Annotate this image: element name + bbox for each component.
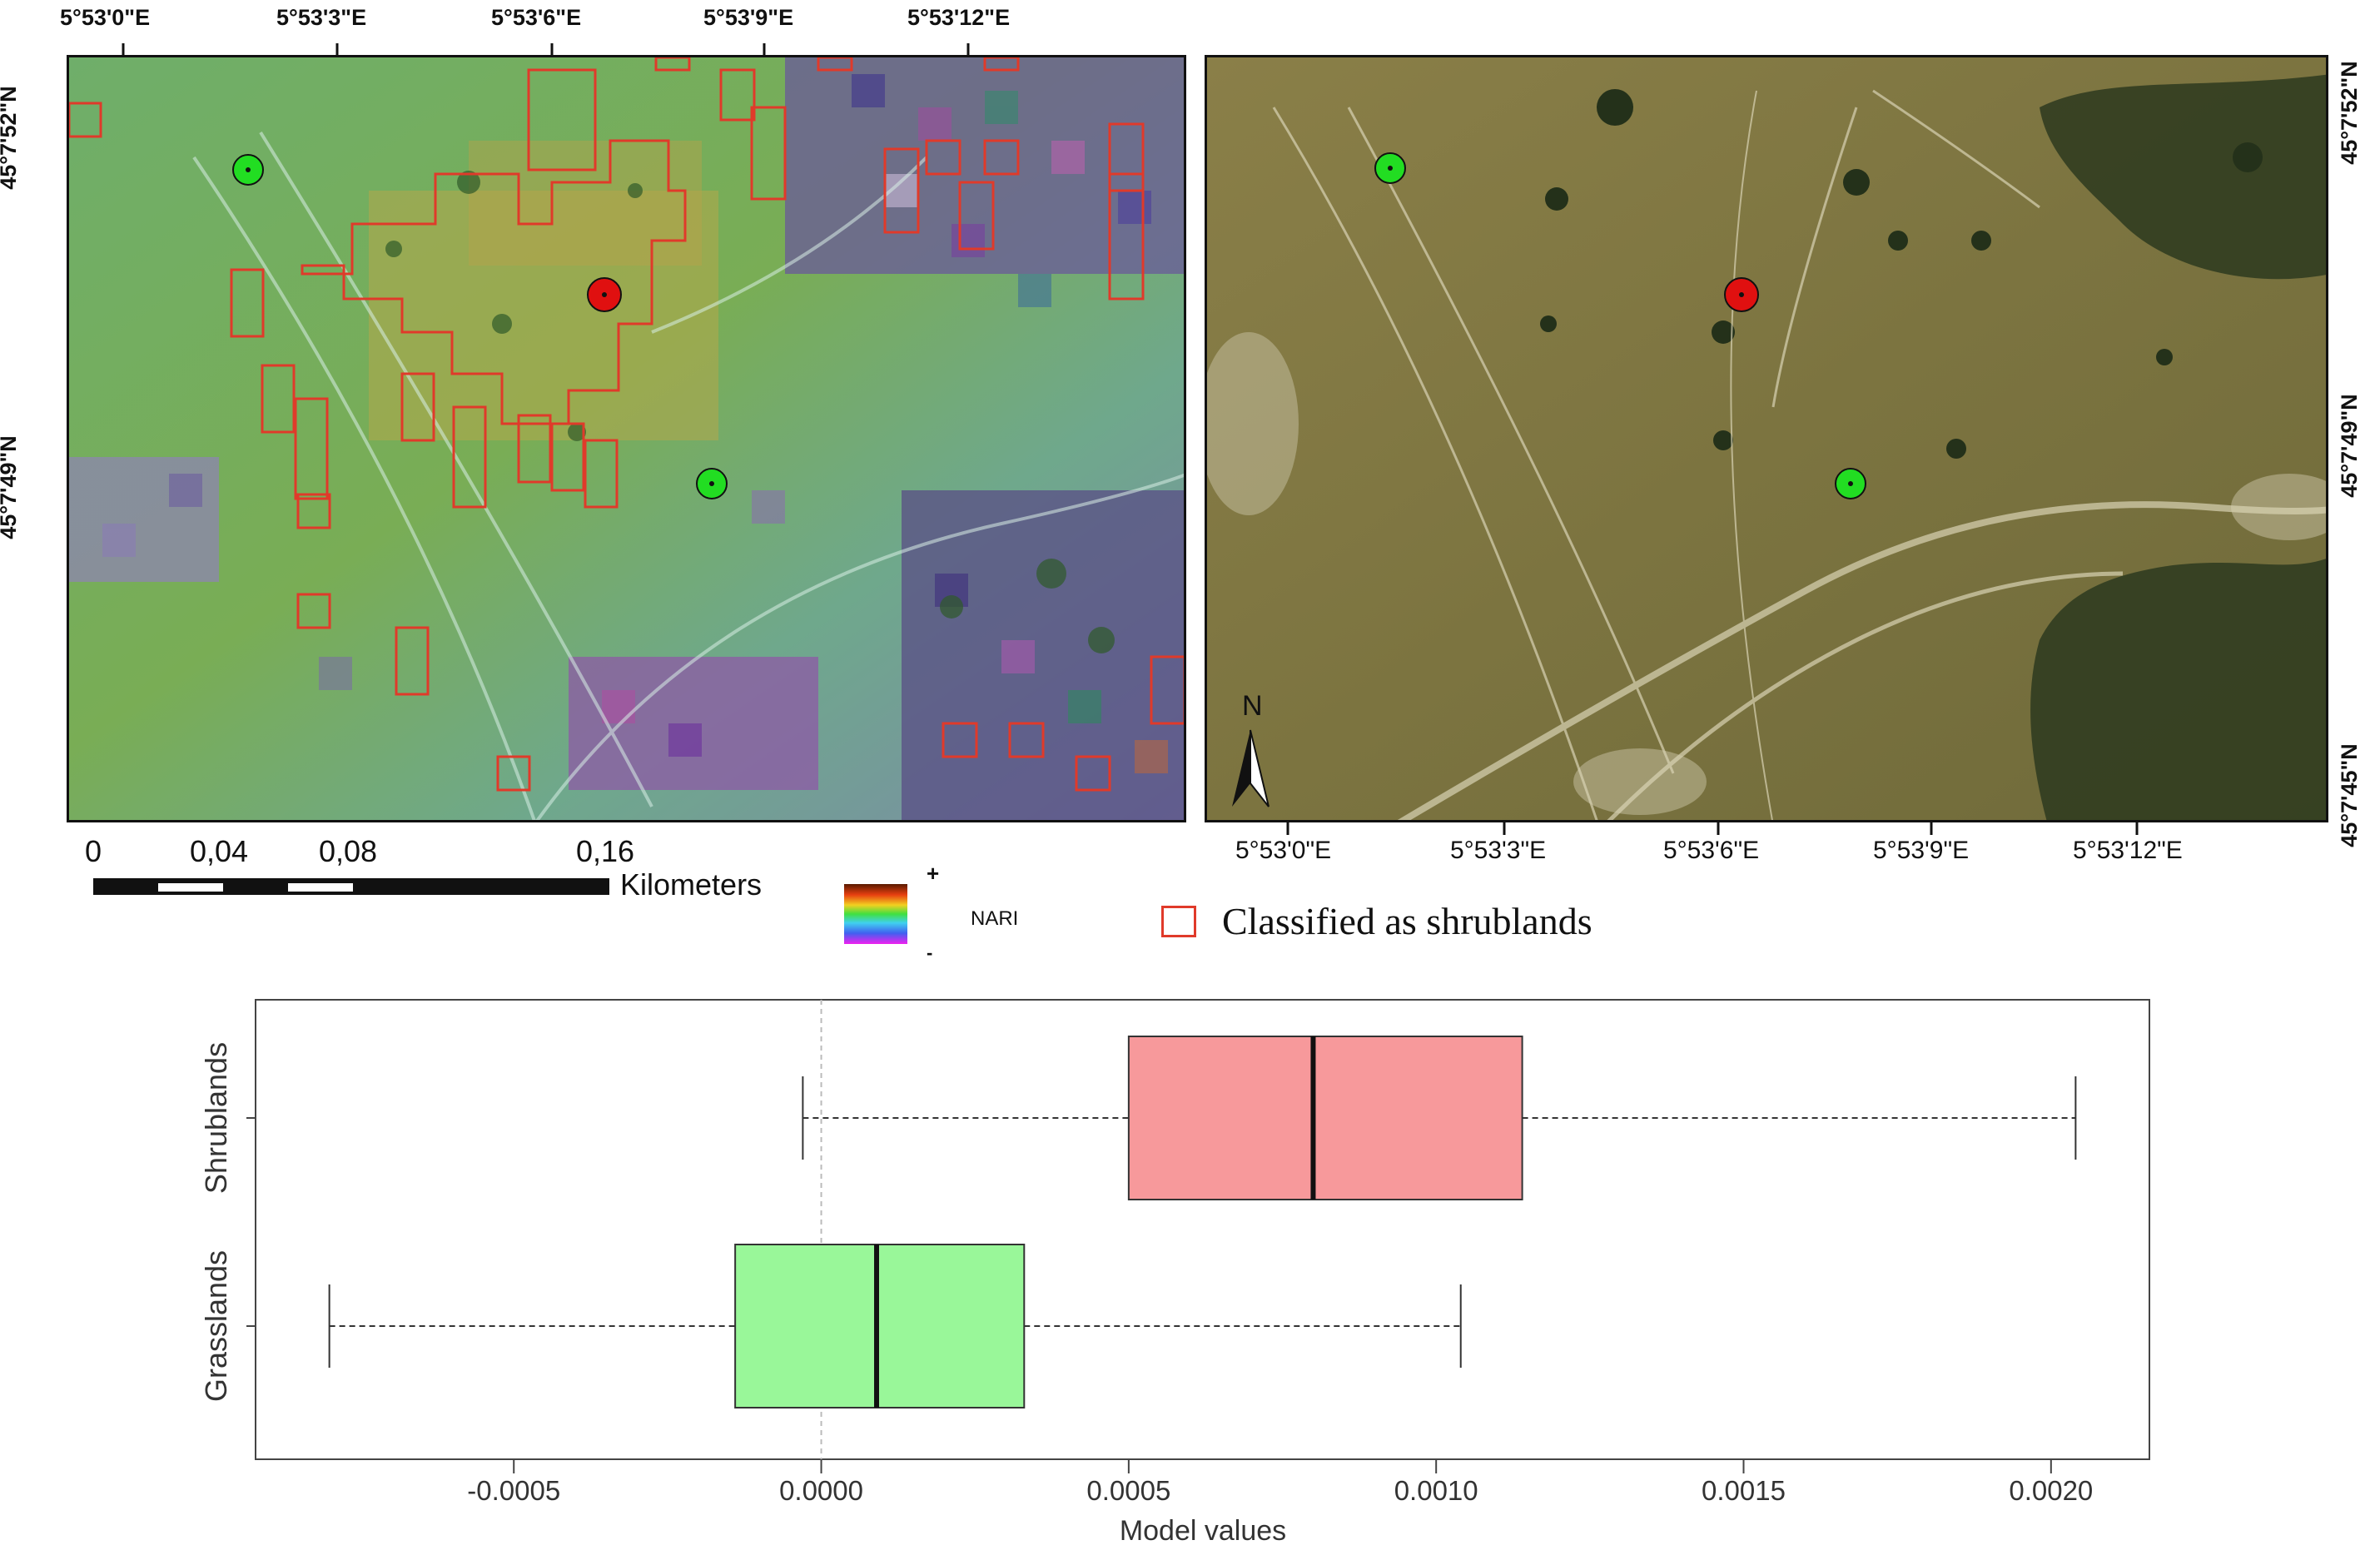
scale-label: 0,04 [190, 834, 249, 868]
right-map-right-tick: 45°7'45"N [2336, 743, 2362, 847]
shrubland-point-marker [587, 277, 622, 312]
right-map-bottom-tick: 5°53'0"E [1235, 837, 1332, 864]
right-map-bottom-tick: 5°53'6"E [1663, 837, 1760, 864]
x-tick-label: 0.0005 [1086, 1475, 1170, 1506]
nari-label: NARI [971, 907, 1019, 930]
scale-bar-graphic [93, 878, 609, 895]
control-point-marker [232, 154, 264, 186]
left-map-top-tick: 5°53'6"E [491, 5, 582, 30]
left-map-top-tick: 5°53'9"E [703, 5, 794, 30]
nari-raster [69, 57, 1184, 820]
control-point-marker [696, 468, 728, 499]
x-tick-label: 0.0010 [1394, 1475, 1478, 1506]
right-map-right-tick: 45°7'49"N [2336, 394, 2362, 498]
left-map-left-tick: 45°7'49"N [0, 435, 21, 539]
nari-minus: - [927, 942, 933, 963]
control-point-marker [1835, 468, 1866, 499]
scale-label: 0,16 [576, 834, 635, 868]
left-map-top-tick: 5°53'12"E [907, 5, 1011, 30]
x-tick-label: -0.0005 [467, 1475, 560, 1506]
grasslands-box [734, 1244, 1026, 1408]
left-map-left-tick: 45°7'52"N [0, 86, 21, 190]
orthophoto-image: N [1207, 57, 2326, 820]
scale-label: 0 [85, 834, 102, 868]
boxplot-chart: Shrublands Grasslands -0.0005 0.0000 0.0005 0… [199, 999, 2150, 1547]
shrub-legend-swatch [1161, 906, 1196, 937]
nari-composite-map [67, 55, 1186, 822]
aerial-orthophoto: N [1205, 55, 2328, 822]
x-tick-label: 0.0020 [2009, 1475, 2093, 1506]
shrubland-point-marker [1724, 277, 1759, 312]
x-tick-label: 0.0015 [1702, 1475, 1786, 1506]
shrub-legend-label: Classified as shrublands [1222, 900, 1592, 942]
right-map-bottom-tick: 5°53'3"E [1450, 837, 1547, 864]
right-map-bottom-tick: 5°53'12"E [2073, 837, 2183, 864]
x-tick-label: 0.0000 [779, 1475, 863, 1506]
right-map-right-tick: 45°7'52"N [2336, 61, 2362, 165]
nari-plus: + [927, 861, 940, 886]
right-map-bottom-tick-marks [1286, 820, 2139, 835]
north-label: N [1242, 690, 1263, 722]
right-map-bottom-tick: 5°53'9"E [1873, 837, 1970, 864]
left-map-top-tick: 5°53'3"E [276, 5, 367, 30]
scale-unit: Kilometers [620, 867, 763, 902]
y-tick-label: Grasslands [199, 1250, 233, 1402]
control-point-marker [1374, 152, 1406, 184]
north-arrow-icon [1232, 729, 1269, 807]
left-map-top-tick: 5°53'0"E [60, 5, 151, 30]
shrublands-box [1127, 1036, 1523, 1200]
nari-color-ramp [844, 884, 907, 944]
x-axis-label: Model values [1120, 1515, 1286, 1547]
scale-label: 0,08 [319, 834, 378, 868]
y-tick-label: Shrublands [199, 1042, 233, 1194]
